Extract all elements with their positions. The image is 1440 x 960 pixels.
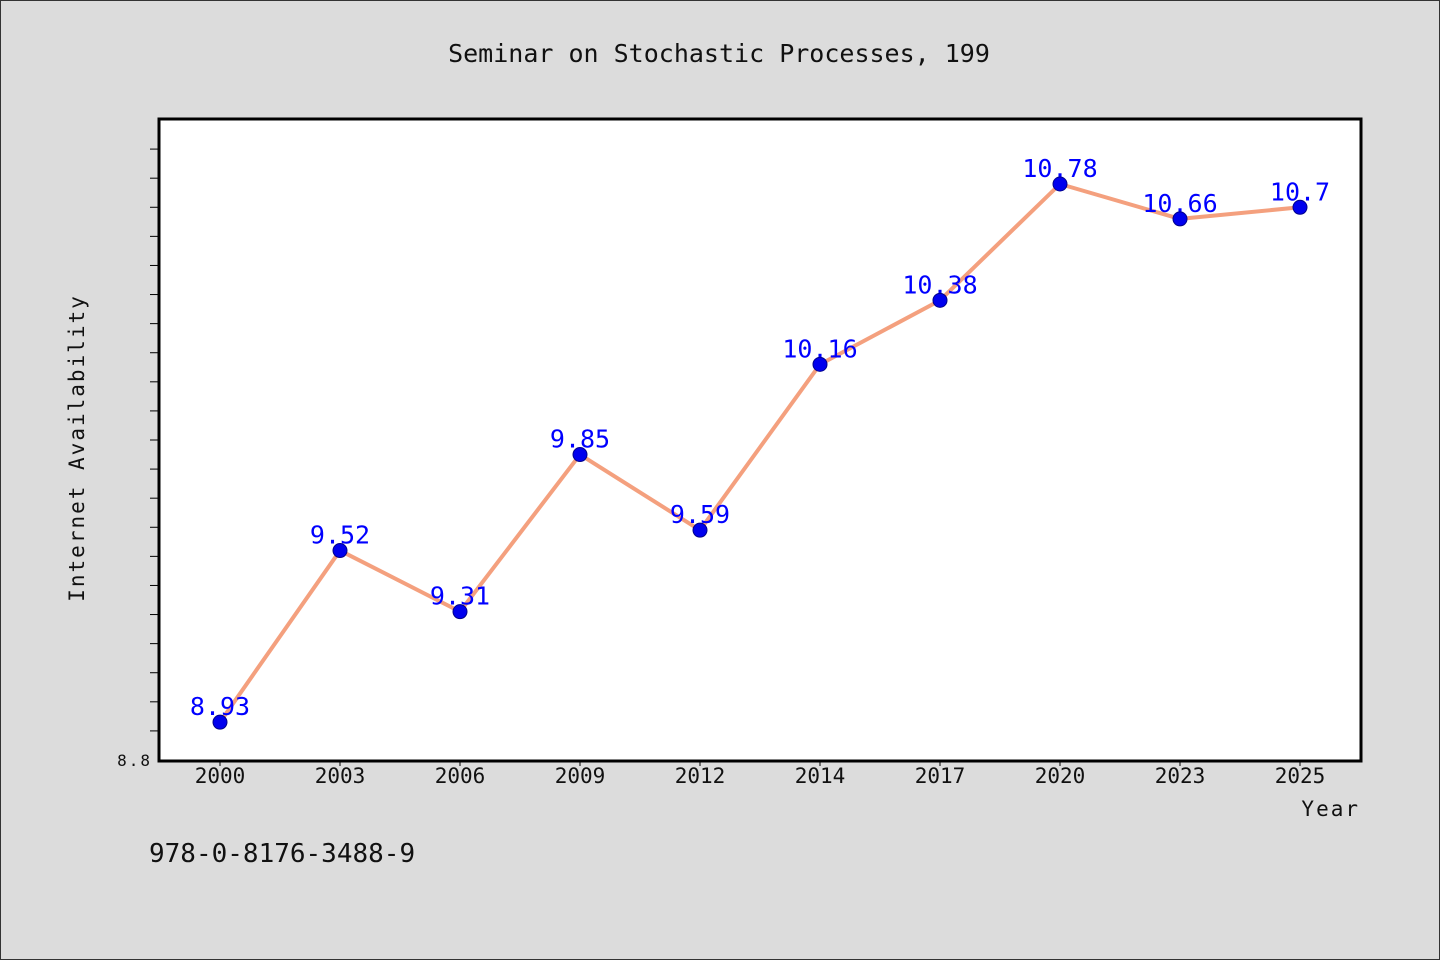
y-axis-label: Internet Availability (65, 294, 89, 602)
series-group: 8.939.529.319.859.5910.1610.3810.7810.66… (190, 154, 1330, 730)
y-tick-label: 8.8 (117, 751, 152, 770)
data-point (212, 714, 228, 730)
x-axis-label: Year (1301, 797, 1360, 821)
x-tick-label: 2017 (915, 764, 966, 788)
series-line (218, 182, 1301, 724)
x-tick-label: 2012 (675, 764, 726, 788)
x-tick-label: 2023 (1155, 764, 1206, 788)
x-tick-label: 2014 (795, 764, 846, 788)
x-axis-ticks: 2000 2003 2006 2009 2012 2014 2017 2020 2023 2025 (195, 760, 1326, 788)
data-point (572, 447, 588, 463)
x-tick-label: 2006 (435, 764, 486, 788)
chart-title: Seminar on Stochastic Processes, 199 (448, 39, 990, 68)
x-tick-label: 2000 (195, 764, 246, 788)
data-point (1172, 211, 1188, 227)
data-point (692, 522, 708, 538)
x-tick-label: 2003 (315, 764, 366, 788)
data-point (1292, 199, 1308, 215)
data-point (812, 356, 828, 372)
data-point (932, 292, 948, 308)
plot-area (157, 117, 1363, 763)
x-tick-label: 2025 (1275, 764, 1326, 788)
x-tick-label: 2020 (1035, 764, 1086, 788)
data-point (332, 543, 348, 559)
isbn-text: 978-0-8176-3488-9 (149, 839, 415, 869)
x-tick-label: 2009 (555, 764, 606, 788)
data-point (1052, 176, 1068, 192)
y-axis-ticks (150, 148, 159, 732)
data-point (452, 604, 468, 620)
